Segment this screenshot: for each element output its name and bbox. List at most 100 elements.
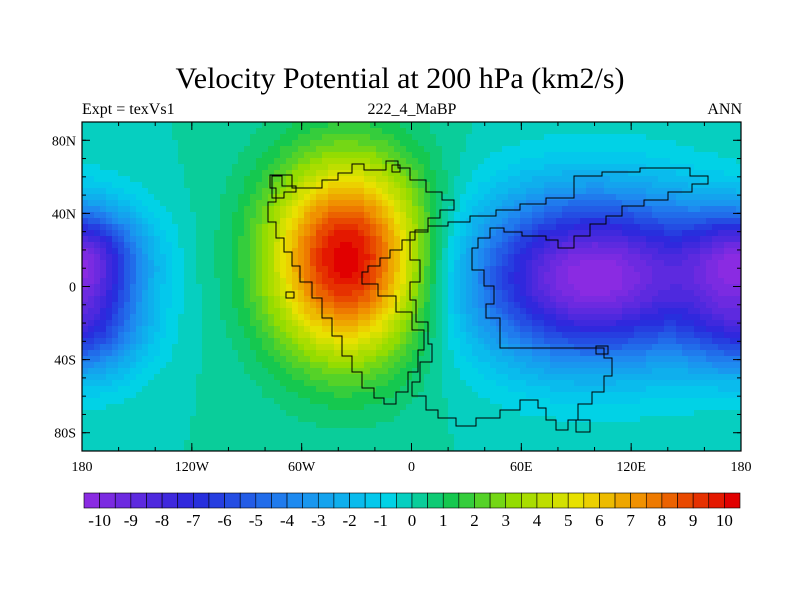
field-cell	[106, 212, 113, 219]
field-cell	[694, 374, 701, 381]
field-cell	[604, 290, 611, 297]
field-cell	[400, 338, 407, 345]
field-cell	[436, 368, 443, 375]
field-cell	[646, 314, 653, 321]
field-cell	[694, 290, 701, 297]
field-cell	[226, 158, 233, 165]
field-cell	[724, 224, 731, 231]
field-cell	[652, 350, 659, 357]
field-cell	[238, 296, 245, 303]
field-cell	[190, 176, 197, 183]
field-cell	[556, 284, 563, 291]
field-cell	[154, 392, 161, 399]
field-cell	[586, 206, 593, 213]
field-cell	[490, 380, 497, 387]
field-cell	[202, 134, 209, 141]
field-cell	[460, 344, 467, 351]
field-cell	[682, 380, 689, 387]
field-cell	[562, 284, 569, 291]
field-cell	[220, 344, 227, 351]
field-cell	[466, 284, 473, 291]
field-cell	[592, 212, 599, 219]
field-cell	[268, 152, 275, 159]
field-cell	[628, 188, 635, 195]
field-cell	[670, 230, 677, 237]
field-cell	[178, 386, 185, 393]
field-cell	[628, 374, 635, 381]
field-cell	[580, 152, 587, 159]
field-cell	[646, 164, 653, 171]
field-cell	[148, 248, 155, 255]
field-cell	[478, 374, 485, 381]
field-cell	[514, 326, 521, 333]
field-cell	[526, 272, 533, 279]
field-cell	[544, 314, 551, 321]
field-cell	[220, 218, 227, 225]
field-cell	[376, 224, 383, 231]
field-cell	[526, 314, 533, 321]
field-cell	[730, 176, 737, 183]
field-cell	[94, 158, 101, 165]
field-cell	[100, 272, 107, 279]
field-cell	[508, 272, 515, 279]
field-cell	[598, 362, 605, 369]
field-cell	[310, 362, 317, 369]
field-cell	[268, 290, 275, 297]
field-cell	[160, 176, 167, 183]
field-cell	[304, 302, 311, 309]
field-cell	[430, 374, 437, 381]
field-cell	[676, 134, 683, 141]
field-cell	[718, 254, 725, 261]
field-cell	[118, 146, 125, 153]
field-cell	[676, 362, 683, 369]
field-cell	[478, 218, 485, 225]
field-cell	[340, 206, 347, 213]
field-cell	[190, 350, 197, 357]
field-cell	[706, 230, 713, 237]
field-cell	[658, 248, 665, 255]
field-cell	[622, 170, 629, 177]
field-cell	[688, 170, 695, 177]
field-cell	[652, 224, 659, 231]
field-cell	[706, 206, 713, 213]
field-cell	[130, 368, 137, 375]
field-cell	[256, 128, 263, 135]
field-cell	[160, 254, 167, 261]
field-cell	[286, 344, 293, 351]
field-cell	[238, 308, 245, 315]
field-cell	[472, 128, 479, 135]
field-cell	[268, 344, 275, 351]
field-cell	[154, 314, 161, 321]
field-cell	[292, 386, 299, 393]
field-cell	[160, 320, 167, 327]
field-cell	[520, 314, 527, 321]
field-cell	[388, 260, 395, 267]
field-cell	[640, 254, 647, 261]
field-cell	[448, 314, 455, 321]
field-cell	[604, 248, 611, 255]
field-cell	[478, 236, 485, 243]
field-cell	[148, 254, 155, 261]
field-cell	[244, 206, 251, 213]
field-cell	[316, 326, 323, 333]
field-cell	[238, 134, 245, 141]
field-cell	[118, 200, 125, 207]
field-cell	[202, 326, 209, 333]
field-cell	[526, 134, 533, 141]
field-cell	[262, 254, 269, 261]
field-cell	[214, 344, 221, 351]
field-cell	[376, 350, 383, 357]
field-cell	[160, 128, 167, 135]
field-cell	[226, 260, 233, 267]
field-cell	[682, 128, 689, 135]
field-cell	[250, 188, 257, 195]
field-cell	[586, 350, 593, 357]
field-cell	[256, 302, 263, 309]
field-cell	[88, 176, 95, 183]
field-cell	[352, 122, 359, 129]
field-cell	[94, 152, 101, 159]
field-cell	[616, 182, 623, 189]
field-cell	[718, 170, 725, 177]
field-cell	[520, 134, 527, 141]
field-cell	[274, 374, 281, 381]
